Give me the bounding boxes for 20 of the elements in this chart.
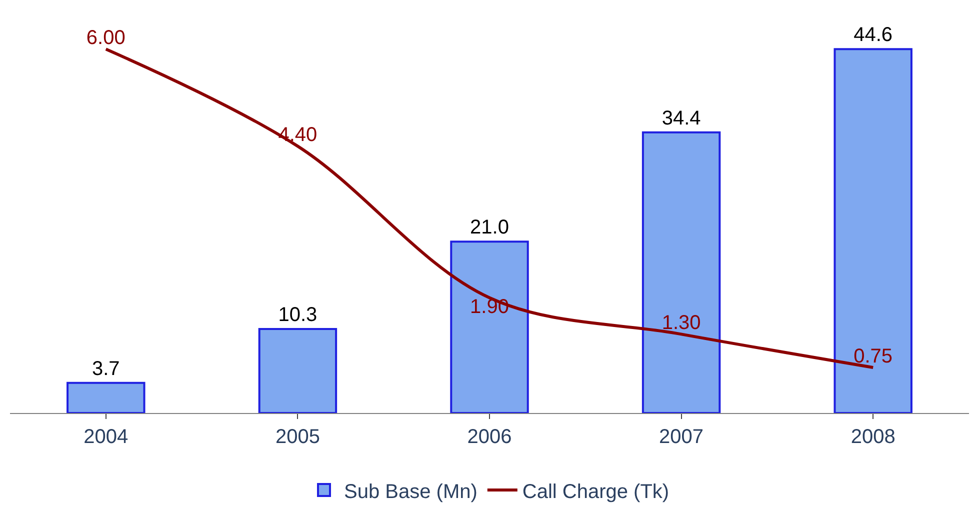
legend-label: Call Charge (Tk) (522, 480, 670, 503)
data-label: 44.6 (854, 24, 893, 46)
data-label: 6.00 (86, 27, 126, 50)
x-tick-label: 2006 (467, 426, 512, 448)
bar (258, 328, 338, 413)
legend-label: Sub Base (Mn) (344, 480, 478, 503)
bar (642, 131, 721, 413)
data-label: 3.7 (92, 358, 120, 380)
data-label: 21.0 (470, 216, 509, 239)
x-tick-label: 2007 (659, 426, 704, 448)
x-tick-label: 2008 (850, 426, 896, 448)
data-label: 0.75 (854, 346, 893, 368)
data-label: 10.3 (278, 304, 318, 326)
data-label: 34.4 (662, 107, 701, 130)
bar (834, 48, 912, 413)
x-tick-label: 2004 (84, 426, 128, 448)
data-label: 1.30 (662, 312, 701, 334)
bar (450, 240, 529, 413)
bar (66, 382, 146, 413)
x-tick-label: 2005 (275, 426, 320, 448)
